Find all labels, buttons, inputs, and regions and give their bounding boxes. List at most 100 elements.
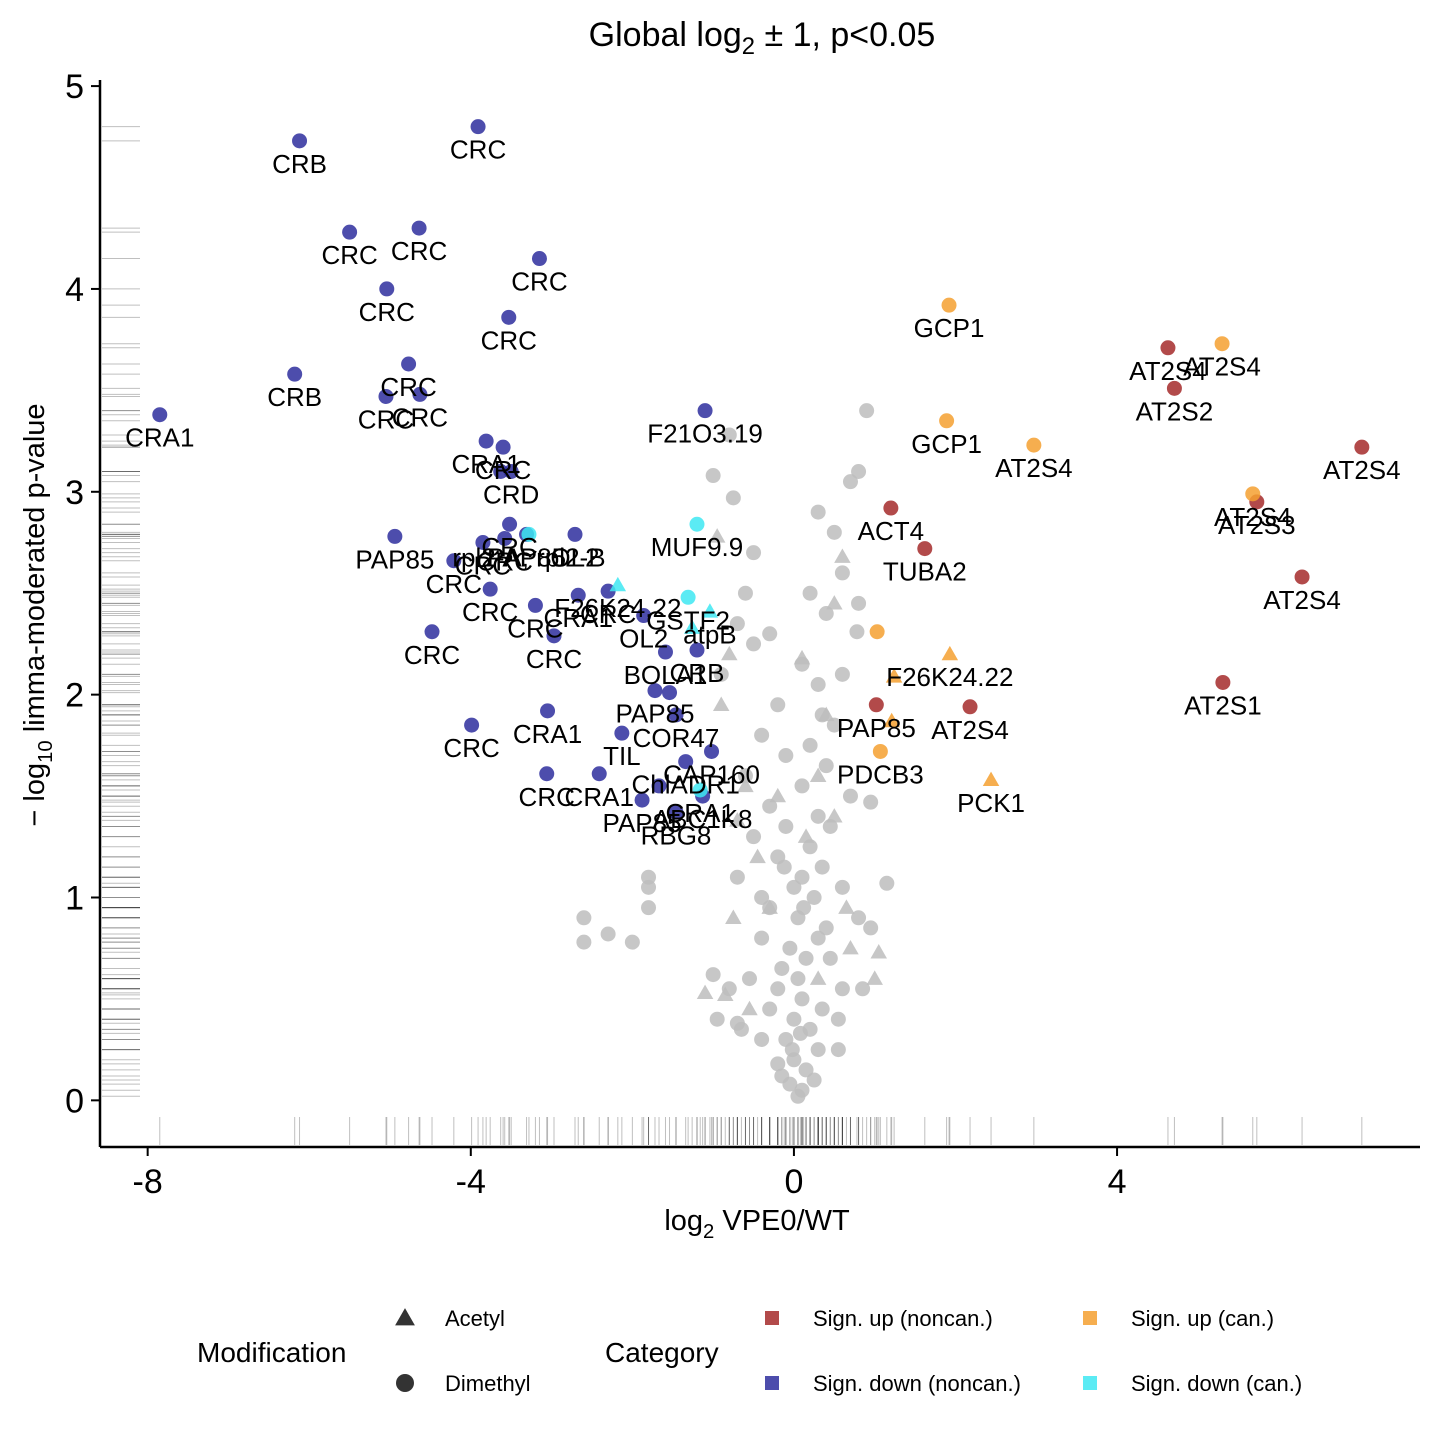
- point-label: CRA1: [565, 782, 634, 812]
- point: [401, 356, 417, 372]
- point: [704, 743, 720, 759]
- point-label: AT2S3: [1218, 510, 1296, 540]
- legend-label: Sign. up (noncan.): [813, 1306, 993, 1331]
- point: [540, 703, 556, 719]
- point: [729, 616, 745, 632]
- point: [680, 589, 696, 605]
- point: [678, 754, 694, 770]
- point: [883, 500, 899, 516]
- point: [851, 910, 867, 926]
- point: [941, 297, 957, 313]
- point-label: AT2S4: [1263, 585, 1341, 615]
- point: [842, 788, 858, 804]
- point: [591, 766, 607, 782]
- point: [806, 1072, 822, 1088]
- point: [872, 743, 888, 759]
- point: [689, 642, 705, 658]
- point-label: CRC: [404, 640, 460, 670]
- point-label: rpl2-A; rpl2-B: [452, 542, 605, 572]
- point: [705, 967, 721, 983]
- legend-swatch: [765, 1311, 779, 1325]
- point: [1166, 380, 1182, 396]
- point-label: ACT4: [858, 516, 924, 546]
- point-label: PAP85: [615, 699, 694, 729]
- legend-swatch: [1083, 1311, 1097, 1325]
- point: [859, 403, 875, 419]
- point: [478, 433, 494, 449]
- y-tick-label: 0: [65, 1082, 84, 1120]
- point-label: GCP1: [911, 429, 982, 459]
- point: [1160, 340, 1176, 356]
- legend-title: Category: [605, 1337, 719, 1368]
- x-axis-title: log2 VPE0/WT: [664, 1205, 850, 1243]
- y-axis-title: − log10 limma-moderated p-value: [19, 403, 57, 826]
- point: [879, 875, 895, 891]
- point: [939, 413, 955, 429]
- point: [737, 585, 753, 601]
- point: [834, 565, 850, 581]
- point: [692, 782, 708, 798]
- point: [531, 251, 547, 267]
- legend-symbol: [396, 1374, 414, 1392]
- point: [798, 1062, 814, 1078]
- point-label: PDCB3: [837, 759, 924, 789]
- point: [662, 685, 678, 701]
- point-label: PCK1: [957, 788, 1025, 818]
- point: [729, 869, 745, 885]
- point: [818, 920, 834, 936]
- point: [917, 541, 933, 557]
- point-label: CRC: [358, 404, 414, 434]
- point: [754, 1031, 770, 1047]
- point-label: F26K24.22: [886, 662, 1013, 692]
- point: [851, 595, 867, 611]
- point: [834, 666, 850, 682]
- point: [342, 224, 358, 240]
- point-label: F26K24.22: [554, 593, 681, 623]
- point: [883, 712, 900, 728]
- point-label: CRC: [392, 402, 448, 432]
- point: [769, 787, 787, 803]
- point: [424, 624, 440, 640]
- point: [446, 553, 462, 569]
- point: [576, 934, 592, 950]
- legend-label: Acetyl: [445, 1306, 505, 1331]
- point: [737, 777, 754, 793]
- point-label: CRC: [477, 546, 533, 576]
- point: [855, 981, 871, 997]
- point: [636, 608, 652, 624]
- point: [797, 828, 815, 843]
- point: [774, 1068, 790, 1084]
- point: [794, 1082, 810, 1098]
- point: [863, 920, 879, 936]
- point-label: GSTF2: [646, 605, 730, 635]
- point-label: AT2S4: [995, 453, 1073, 483]
- point: [790, 971, 806, 987]
- point-label: PAP85: [837, 713, 916, 743]
- point: [521, 526, 537, 542]
- point: [782, 940, 798, 956]
- point-label: CRC: [380, 372, 436, 402]
- point-label: CRC: [359, 297, 415, 327]
- point-label: CRC: [426, 569, 482, 599]
- point-label: ChlADR1: [631, 770, 739, 800]
- x-tick-label: 0: [784, 1163, 803, 1201]
- point-label: TUBA2: [883, 557, 967, 587]
- point: [834, 548, 851, 563]
- point: [806, 889, 822, 905]
- point: [701, 603, 719, 618]
- point-label: CRA1: [125, 423, 194, 453]
- point: [830, 1011, 846, 1027]
- point: [814, 859, 830, 875]
- point: [818, 606, 834, 621]
- point: [870, 944, 888, 959]
- point: [387, 528, 403, 544]
- point: [737, 768, 753, 784]
- point: [651, 778, 667, 794]
- x-tick-label: -8: [133, 1163, 163, 1201]
- point: [834, 879, 850, 895]
- point: [982, 771, 1000, 787]
- chart-title-part: Global log: [589, 16, 742, 54]
- point: [152, 407, 168, 423]
- point: [378, 388, 394, 404]
